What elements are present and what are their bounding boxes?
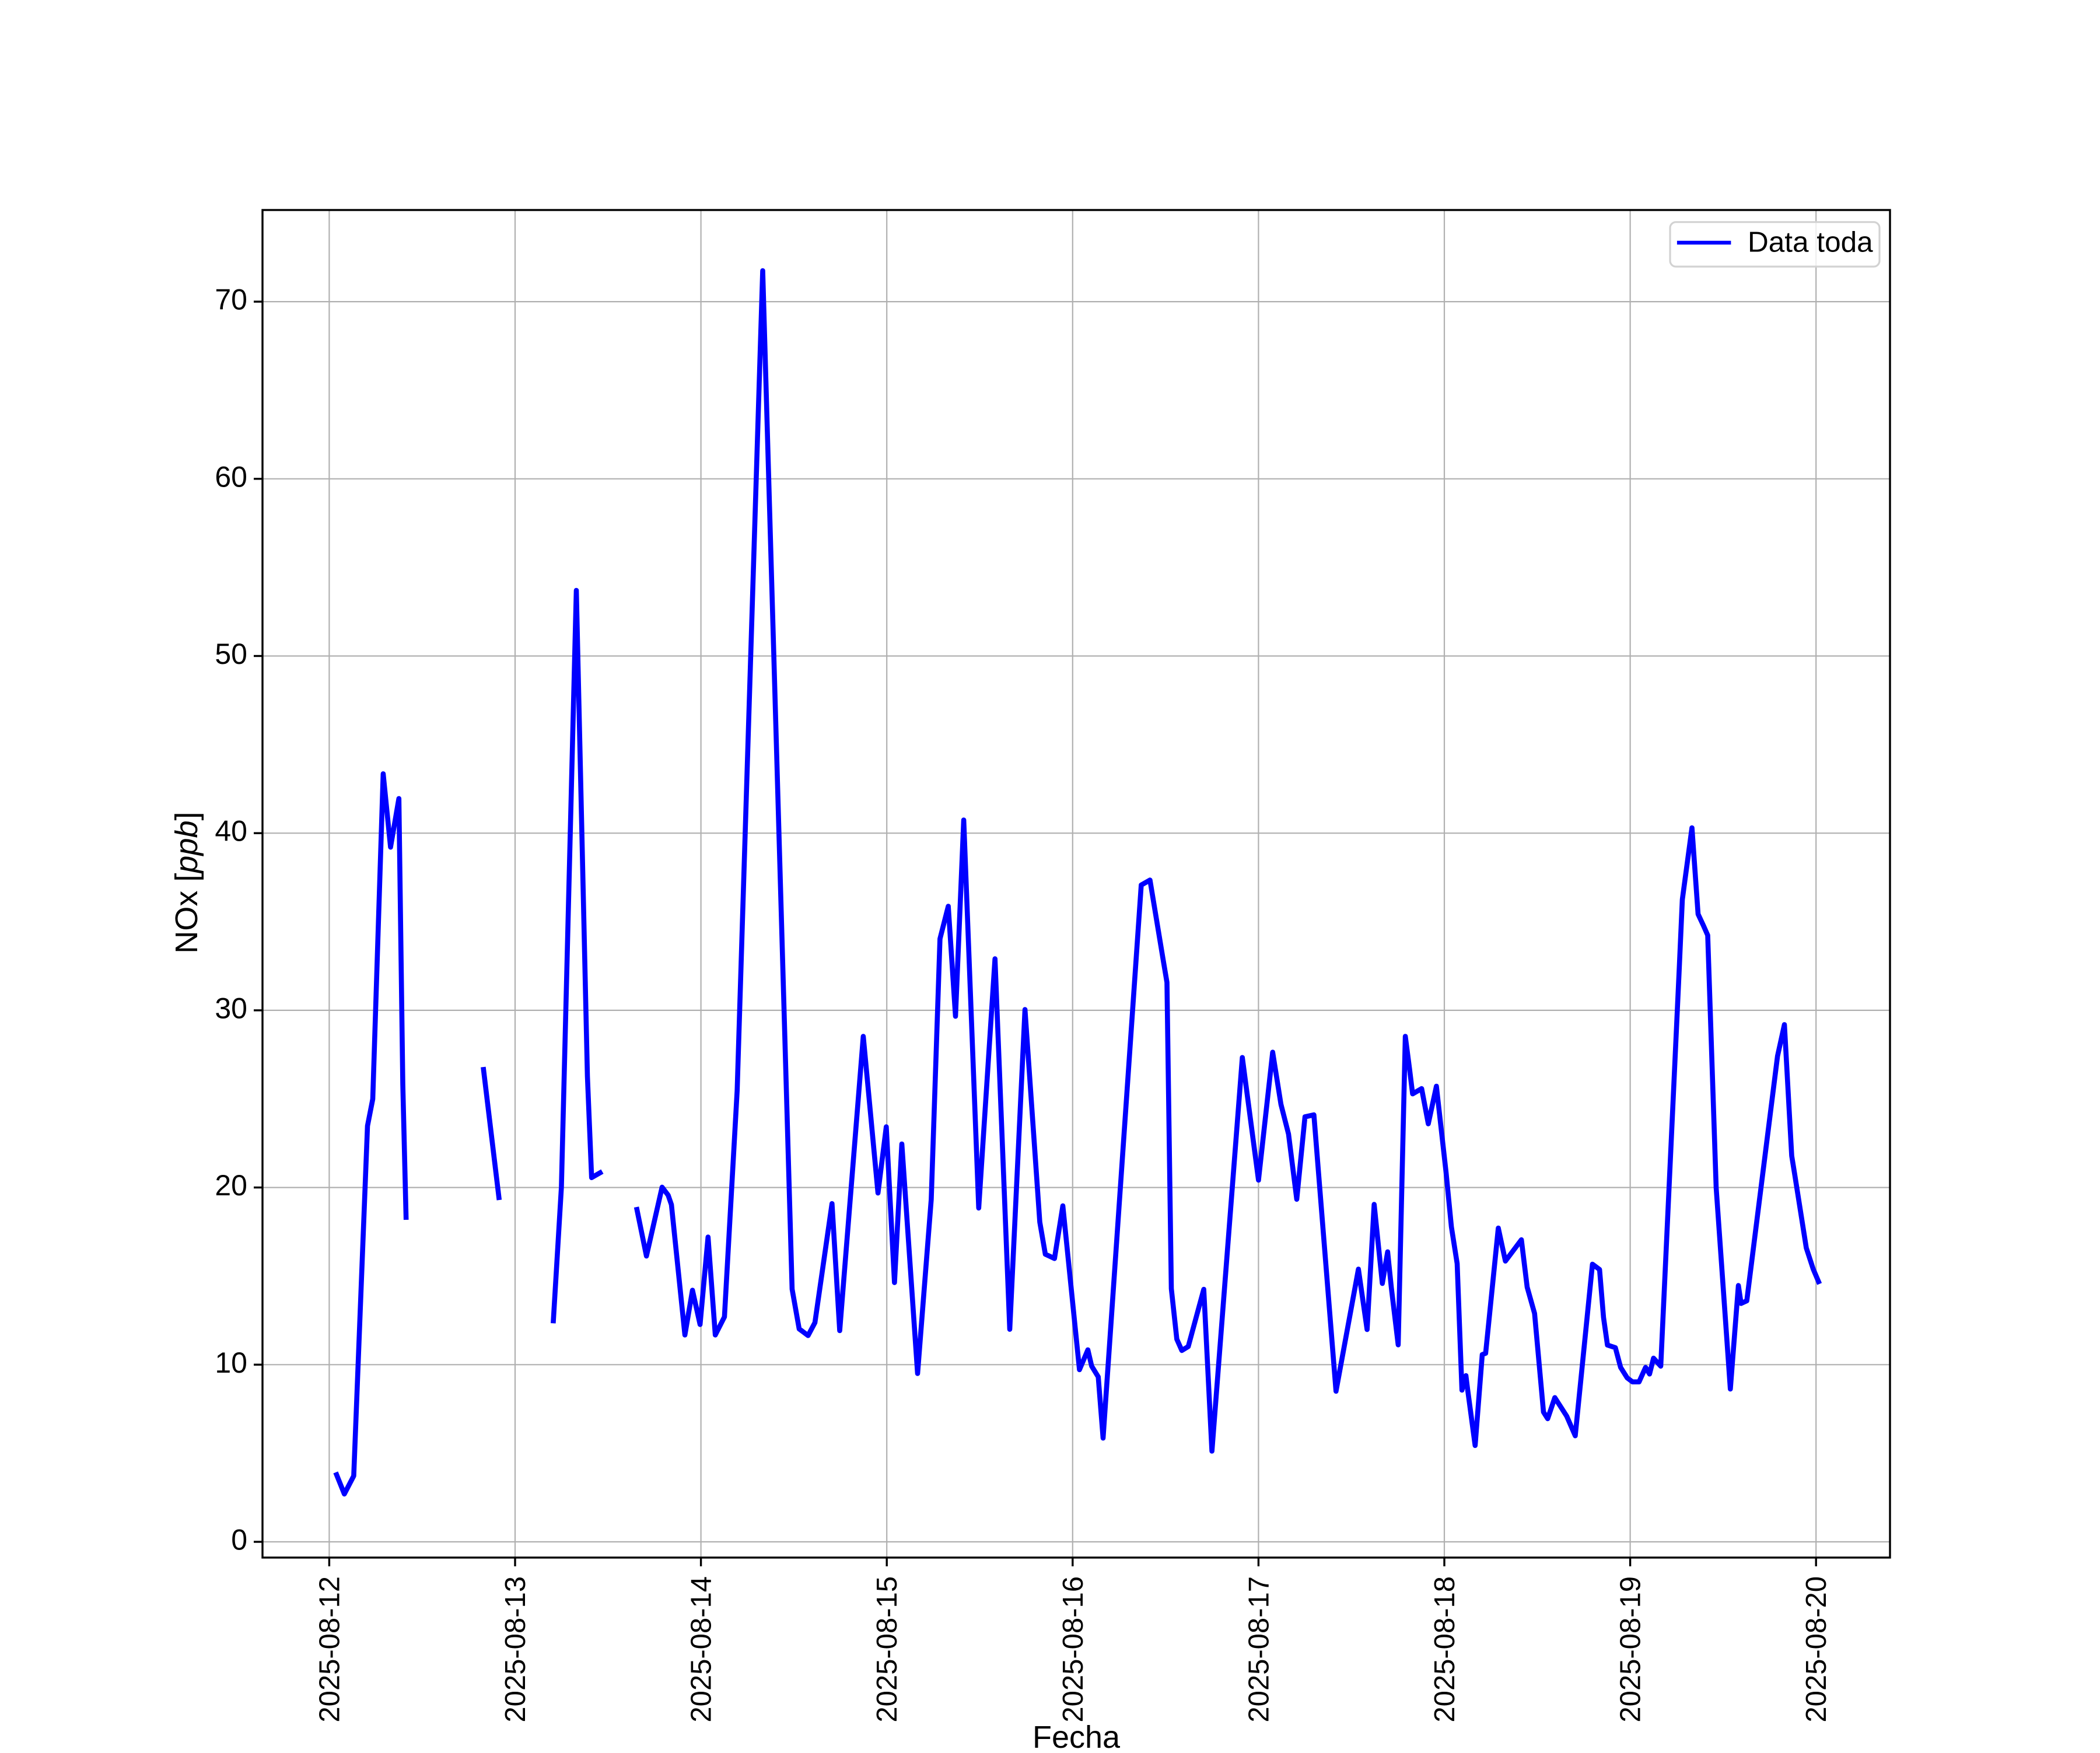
svg-text:Fecha: Fecha [1032, 1720, 1121, 1750]
svg-text:2025-08-18: 2025-08-18 [1429, 1576, 1461, 1723]
svg-text:40: 40 [215, 815, 247, 848]
svg-text:70: 70 [215, 284, 247, 316]
svg-text:2025-08-13: 2025-08-13 [500, 1576, 531, 1723]
svg-text:2025-08-16: 2025-08-16 [1058, 1576, 1089, 1723]
svg-text:2025-08-19: 2025-08-19 [1615, 1576, 1647, 1723]
svg-text:50: 50 [215, 638, 247, 670]
svg-text:2025-08-14: 2025-08-14 [686, 1576, 718, 1723]
svg-text:0: 0 [231, 1524, 247, 1556]
svg-text:20: 20 [215, 1169, 247, 1202]
svg-text:2025-08-15: 2025-08-15 [872, 1576, 903, 1723]
svg-text:2025-08-17: 2025-08-17 [1243, 1576, 1275, 1723]
svg-text:NOx [ppb]: NOx [ppb] [169, 811, 204, 953]
svg-text:Data toda: Data toda [1748, 226, 1873, 258]
svg-text:10: 10 [215, 1346, 247, 1379]
svg-text:30: 30 [215, 992, 247, 1024]
svg-text:60: 60 [215, 460, 247, 493]
svg-text:2025-08-12: 2025-08-12 [314, 1576, 345, 1723]
svg-text:2025-08-20: 2025-08-20 [1801, 1576, 1832, 1723]
